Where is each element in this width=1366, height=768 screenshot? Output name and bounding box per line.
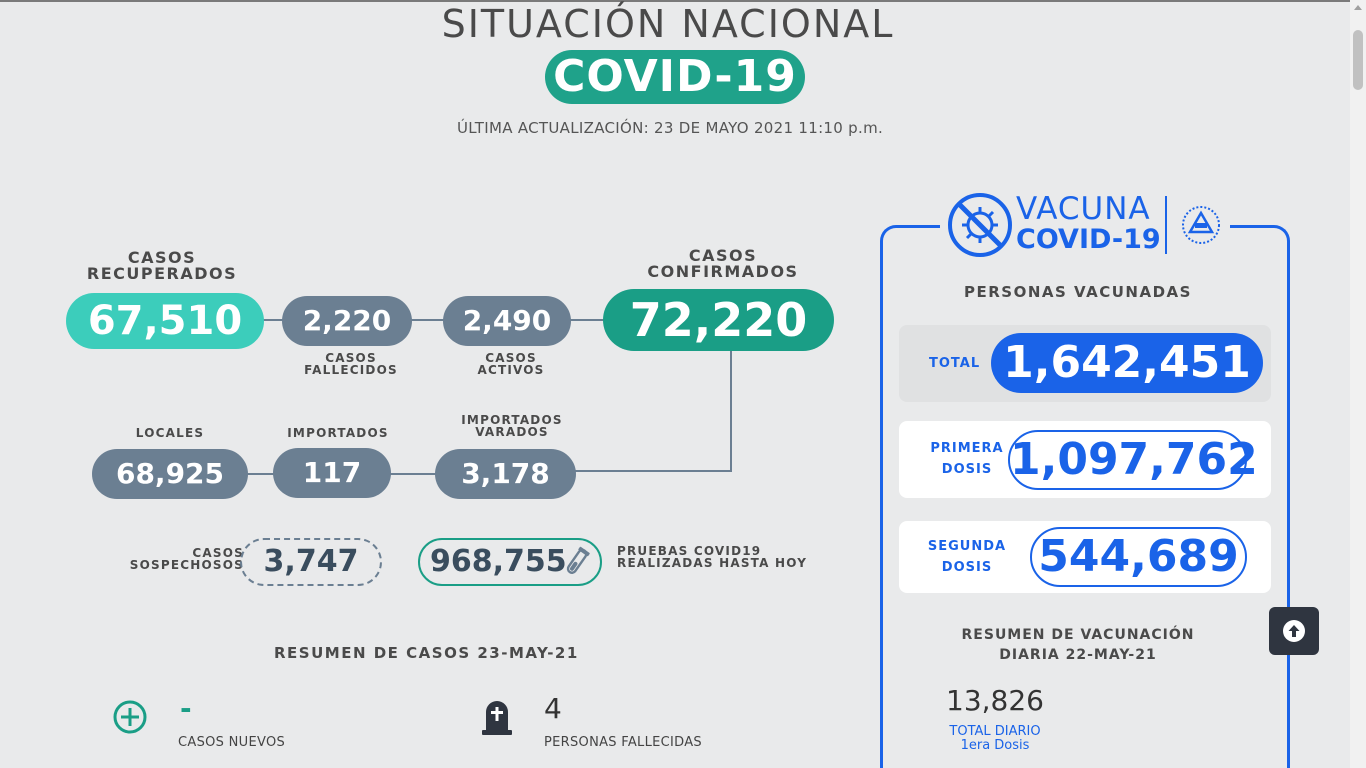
confirmados-value: 72,220	[603, 289, 834, 351]
primera-label: PRIMERA DOSIS	[930, 441, 1004, 477]
covid-badge: COVID-19	[545, 50, 805, 104]
daily-total-label: TOTAL DIARIO 1era Dosis	[949, 724, 1041, 753]
locales-label: LOCALES	[135, 426, 205, 440]
scrollbar-thumb[interactable]	[1353, 30, 1363, 90]
varados-label: IMPORTADOS VARADOS	[461, 413, 563, 439]
sospechosos-label: CASOS SOSPECHOSOS	[129, 546, 244, 572]
logo-divider	[1165, 196, 1167, 254]
vaccine-logo-line2: COVID-19	[1016, 224, 1161, 255]
primera-value: 1,097,762	[1008, 430, 1258, 490]
last-updated: ÚLTIMA ACTUALIZACIÓN: 23 DE MAYO 2021 11…	[456, 119, 884, 137]
plus-circle-icon	[112, 699, 148, 735]
confirmados-label: CASOS CONFIRMADOS	[647, 246, 799, 281]
sospechosos-value: 3,747	[240, 538, 382, 586]
pruebas-box: 968,755	[418, 538, 602, 586]
connector-line	[560, 470, 732, 472]
activos-value: 2,490	[443, 296, 571, 346]
vaccinated-heading: PERSONAS VACUNADAS	[964, 283, 1192, 301]
top-border	[0, 0, 1350, 2]
locales-value: 68,925	[92, 449, 248, 499]
summary-title: RESUMEN DE CASOS 23-MAY-21	[274, 644, 579, 662]
pruebas-label: PRUEBAS COVID19 REALIZADAS HASTA HOY	[617, 544, 808, 570]
daily-total-value: 13,826	[946, 684, 1044, 717]
pruebas-value: 968,755	[430, 544, 567, 579]
fallecidos-label: CASOS FALLECIDOS	[304, 351, 398, 377]
scroll-up-arrow[interactable]	[1350, 0, 1366, 16]
importados-label: IMPORTADOS	[287, 426, 389, 440]
connector-line	[730, 340, 732, 472]
vaccine-segunda-row: SEGUNDA DOSIS 544,689	[899, 521, 1271, 593]
total-value: 1,642,451	[991, 333, 1263, 393]
vaccine-logo-line1: VACUNA	[1016, 191, 1151, 227]
vaccine-primera-row: PRIMERA DOSIS 1,097,762	[899, 421, 1271, 498]
fallecidos-value: 2,220	[282, 296, 412, 346]
nuevos-label: CASOS NUEVOS	[178, 735, 286, 750]
nuevos-value: -	[180, 692, 192, 725]
tombstone-icon	[480, 698, 514, 736]
connector-line	[255, 319, 615, 321]
arrow-up-icon	[1283, 620, 1305, 642]
importados-value: 117	[273, 448, 391, 498]
activos-label: CASOS ACTIVOS	[477, 351, 545, 377]
segunda-value: 544,689	[1030, 527, 1247, 587]
back-to-top-button[interactable]	[1269, 607, 1319, 655]
segunda-label: SEGUNDA DOSIS	[927, 539, 1007, 575]
fallecidas-value: 4	[544, 692, 562, 725]
scrollbar[interactable]	[1350, 0, 1366, 768]
vaccine-total-row: TOTAL 1,642,451	[899, 325, 1271, 402]
total-label: TOTAL	[929, 356, 981, 371]
test-tube-icon	[562, 546, 590, 580]
vaccine-header	[940, 188, 1230, 260]
recuperados-label: CASOS RECUPERADOS	[86, 248, 238, 283]
virus-crossed-icon	[947, 192, 1013, 258]
fallecidas-label: PERSONAS FALLECIDAS	[544, 735, 702, 750]
varados-value: 3,178	[435, 449, 576, 499]
vaccine-daily-summary-title: RESUMEN DE VACUNACIÓN DIARIA 22-MAY-21	[961, 627, 1195, 663]
coat-of-arms-icon	[1180, 204, 1222, 246]
page-title: SITUACIÓN NACIONAL	[441, 2, 895, 46]
recuperados-value: 67,510	[66, 293, 264, 349]
